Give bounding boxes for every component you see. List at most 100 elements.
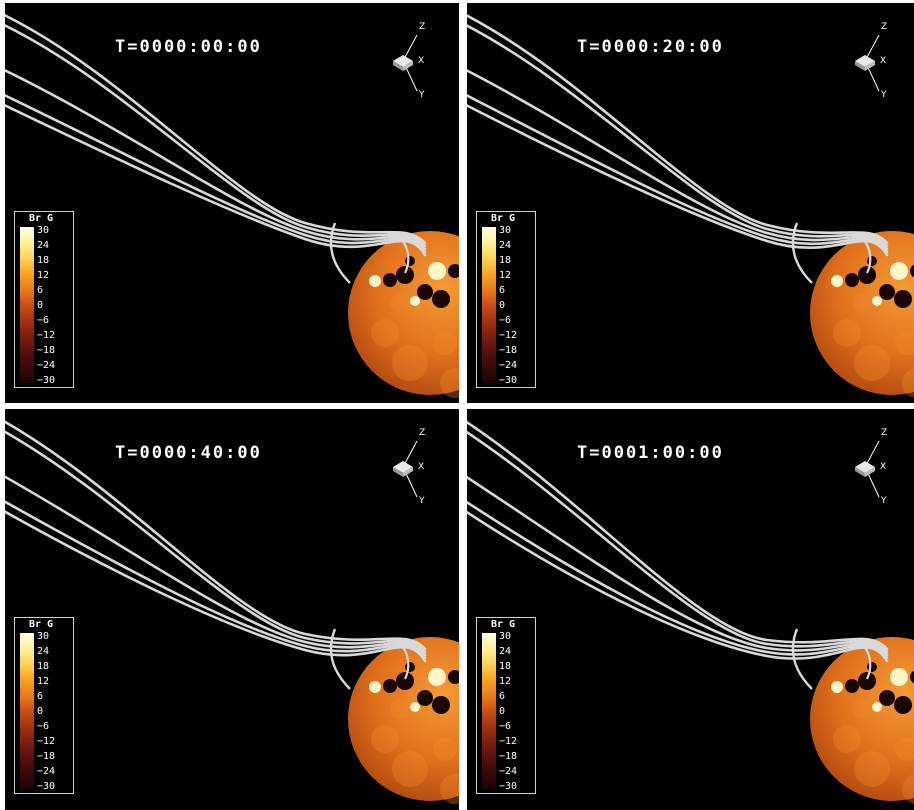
magnetic-field-line xyxy=(467,500,889,660)
magnetic-field-line xyxy=(467,24,889,248)
colorbar-tick-label: 0 xyxy=(37,300,44,311)
colorbar-legend: Br G 30 24 18 12 6 0 −6 −12 −18 −24 −30 xyxy=(14,617,74,794)
colorbar-tick-label: 6 xyxy=(499,691,506,702)
time-label: T=0001:00:00 xyxy=(577,443,724,463)
colorbar-tick-label: −24 xyxy=(37,360,56,371)
colorbar-tick-label: −24 xyxy=(499,766,518,777)
colorbar-tick-label: −18 xyxy=(499,751,518,762)
negative-polarity-spot xyxy=(879,690,895,706)
magnetic-field-line xyxy=(467,69,889,251)
colorbar-tick-label: −12 xyxy=(37,330,56,341)
sun-field-scene xyxy=(5,420,459,804)
magnetic-field-line xyxy=(467,430,889,654)
time-label: T=0000:40:00 xyxy=(115,443,262,463)
magnetic-field-line xyxy=(399,643,410,680)
negative-polarity-spot xyxy=(894,290,912,308)
colorbar-gradient xyxy=(482,227,496,383)
colorbar-tick-label: −12 xyxy=(499,330,518,341)
axis-z-label: Z xyxy=(881,428,888,438)
magnetic-field-line xyxy=(467,94,889,254)
negative-polarity-spot xyxy=(383,273,397,287)
axis-x-label: X xyxy=(418,462,425,472)
magnetic-field-line xyxy=(399,237,410,274)
axis-x-label: X xyxy=(880,462,887,472)
magnetic-field-line xyxy=(5,420,427,651)
magnetic-field-line xyxy=(5,14,427,245)
negative-polarity-spot xyxy=(845,273,859,287)
colorbar-tick-label: −6 xyxy=(37,315,50,326)
magnetic-field-line xyxy=(467,104,889,257)
magnetic-field-line xyxy=(5,69,427,251)
axis-y-label: Y xyxy=(419,90,425,100)
axis-triad-icon xyxy=(393,440,418,498)
colorbar-title: Br G xyxy=(491,619,516,630)
panel-4: T=0001:00:00 Z X Y Br G 30 24 18 12 6 0 −6 −12 −… xyxy=(467,409,914,810)
positive-polarity-spot xyxy=(872,296,882,306)
magnetic-field-line xyxy=(5,430,427,654)
positive-polarity-spot xyxy=(369,681,381,693)
colorbar-tick-label: −30 xyxy=(37,781,56,792)
negative-polarity-spot xyxy=(396,672,414,690)
colorbar-tick-label: 30 xyxy=(37,225,50,236)
colorbar-tick-label: −6 xyxy=(499,721,512,732)
negative-polarity-spot xyxy=(405,256,415,266)
magnetic-field-line xyxy=(5,24,427,248)
positive-polarity-spot xyxy=(428,262,446,280)
colorbar-gradient xyxy=(20,633,34,789)
negative-polarity-spot xyxy=(894,696,912,714)
colorbar-gradient xyxy=(482,633,496,789)
colorbar-tick-label: −6 xyxy=(499,315,512,326)
colorbar-tick-label: −18 xyxy=(37,751,56,762)
magnetic-field-line xyxy=(791,222,813,284)
negative-polarity-spot xyxy=(910,670,914,684)
negative-polarity-spot xyxy=(910,264,914,278)
positive-polarity-spot xyxy=(410,296,420,306)
colorbar-tick-label: 6 xyxy=(499,285,506,296)
magnetic-field-line xyxy=(5,510,427,663)
positive-polarity-spot xyxy=(872,702,882,712)
axis-triad: Z X Y xyxy=(847,427,897,509)
sun-disk xyxy=(810,231,914,395)
magnetic-field-line xyxy=(5,500,427,660)
colorbar-tick-label: −18 xyxy=(37,345,56,356)
panel-1: T=0000:00:00 Z X Y Br G 30 24 18 12 6 0 −6 −12 −… xyxy=(5,3,459,403)
colorbar-tick-label: 0 xyxy=(499,300,506,311)
negative-polarity-spot xyxy=(405,662,415,672)
colorbar-legend: Br G 30 24 18 12 6 0 −6 −12 −18 −24 −30 xyxy=(476,211,536,388)
colorbar-tick-label: 24 xyxy=(37,240,50,251)
negative-polarity-spot xyxy=(858,672,876,690)
time-label: T=0000:00:00 xyxy=(115,37,262,57)
magnetic-field-line xyxy=(861,643,872,680)
colorbar-tick-label: 18 xyxy=(499,661,512,672)
sun-field-scene xyxy=(467,420,914,804)
axis-z-label: Z xyxy=(419,22,426,32)
colorbar-tick-label: 0 xyxy=(37,706,44,717)
magnetic-field-line xyxy=(467,420,889,651)
axis-triad: Z X Y xyxy=(847,21,897,103)
axis-y-label: Y xyxy=(881,90,887,100)
colorbar-tick-label: 30 xyxy=(499,225,512,236)
colorbar-legend: Br G 30 24 18 12 6 0 −6 −12 −18 −24 −30 xyxy=(476,617,536,794)
sun-field-scene xyxy=(5,14,459,398)
positive-polarity-spot xyxy=(369,275,381,287)
positive-polarity-spot xyxy=(410,702,420,712)
negative-polarity-spot xyxy=(867,256,877,266)
magnetic-field-line xyxy=(467,475,889,657)
colorbar-tick-label: −18 xyxy=(499,345,518,356)
colorbar-tick-label: 18 xyxy=(37,661,50,672)
negative-polarity-spot xyxy=(845,679,859,693)
colorbar-tick-label: 30 xyxy=(499,631,512,642)
magnetic-field-line xyxy=(467,14,889,245)
magnetic-field-line xyxy=(5,475,427,657)
colorbar-tick-label: 30 xyxy=(37,631,50,642)
axis-triad-icon xyxy=(855,440,880,498)
colorbar-title: Br G xyxy=(491,213,516,224)
colorbar-legend: Br G 30 24 18 12 6 0 −6 −12 −18 −24 −30 xyxy=(14,211,74,388)
colorbar-tick-label: −24 xyxy=(499,360,518,371)
colorbar-tick-label: −12 xyxy=(499,736,518,747)
colorbar-tick-label: −6 xyxy=(37,721,50,732)
magnetic-field-line xyxy=(5,93,427,254)
colorbar-tick-label: 24 xyxy=(499,240,512,251)
axis-z-label: Z xyxy=(419,428,426,438)
axis-z-label: Z xyxy=(881,22,888,32)
